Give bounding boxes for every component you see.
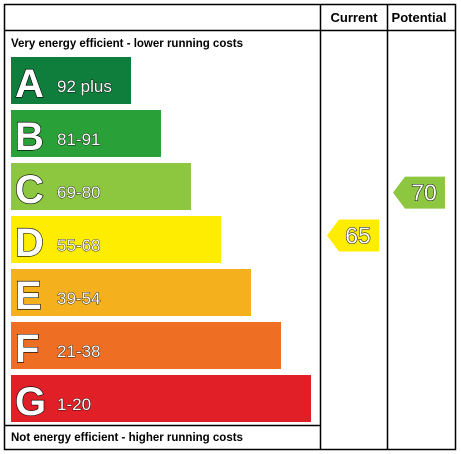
band-a: A 92 plus [11,57,131,107]
band-bar-g [11,375,311,422]
band-f: F 21-38 [11,322,281,372]
band-letter-c: C [15,168,44,212]
band-range-a: 92 plus [57,77,112,96]
bottom-note: Not energy efficient - higher running co… [11,432,243,444]
band-e: E 39-54 [11,269,251,319]
top-note: Very energy efficient - lower running co… [11,38,243,50]
band-bar-d [11,216,221,263]
rating-arrows: 65 70 [327,176,445,252]
band-letter-d: D [15,221,44,265]
chart-frame [3,3,457,451]
band-b: B 81-91 [11,110,161,160]
band-bar-e [11,269,251,316]
band-letter-g: G [15,380,46,424]
band-range-g: 1-20 [57,395,91,414]
potential-rating-arrow: 70 [393,176,445,209]
band-c: C 69-80 [11,163,191,213]
rating-bands: A 92 plus B 81-91 C 69-80 D 55-68 E 39-54 F 21-38 G 1… [11,57,311,425]
potential-rating-value: 70 [411,180,437,206]
potential-column-header: Potential [392,10,447,25]
band-bar-a [11,57,131,104]
potential-arrow-shape [393,176,445,209]
current-rating-value: 65 [345,222,371,248]
band-letter-a: A [15,62,44,106]
band-range-b: 81-91 [57,130,100,149]
band-bar-b [11,110,161,157]
band-letter-e: E [15,274,42,318]
band-letter-f: F [15,327,39,371]
band-range-e: 39-54 [57,289,100,308]
band-range-c: 69-80 [57,183,100,202]
band-range-f: 21-38 [57,342,100,361]
band-range-d: 55-68 [57,236,100,255]
current-rating-arrow: 65 [327,219,379,252]
current-column-header: Current [331,10,379,25]
band-d: D 55-68 [11,216,221,266]
band-g: G 1-20 [11,375,311,425]
band-letter-b: B [15,115,44,159]
band-bar-c [11,163,191,210]
band-bar-f [11,322,281,369]
current-arrow-shape [327,219,379,252]
